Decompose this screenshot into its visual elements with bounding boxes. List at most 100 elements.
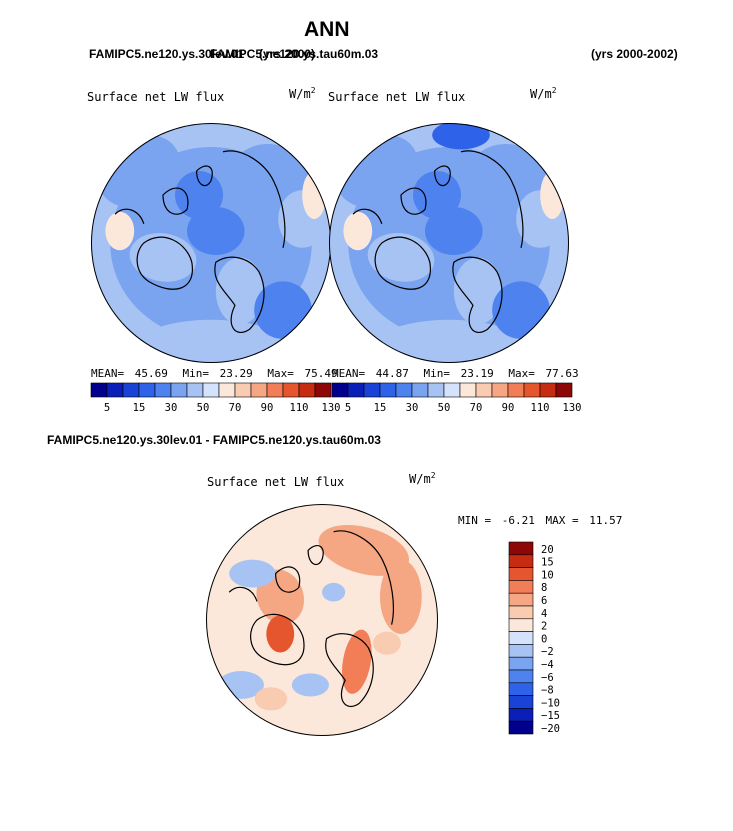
colorbar-swatch bbox=[138, 382, 156, 398]
colorbar-tick-label: 8 bbox=[541, 582, 547, 594]
colorbar-swatch bbox=[508, 644, 534, 658]
colorbar-swatch bbox=[106, 382, 124, 398]
field-region bbox=[291, 673, 329, 697]
colorbar-swatch bbox=[523, 382, 541, 398]
colorbar-swatch bbox=[234, 382, 252, 398]
field-region bbox=[425, 207, 483, 255]
field-region bbox=[373, 631, 401, 655]
coastline bbox=[274, 566, 301, 593]
field-region bbox=[254, 687, 288, 711]
colorbar-swatch bbox=[298, 382, 316, 398]
colorbar-swatch bbox=[314, 382, 332, 398]
panel2-title: Surface net LW flux bbox=[328, 90, 466, 104]
colorbar-tick-label: −2 bbox=[541, 646, 554, 658]
colorbar-tick-label: 15 bbox=[133, 402, 146, 414]
colorbar-swatch bbox=[508, 631, 534, 645]
colorbar-tick-label: 30 bbox=[406, 402, 419, 414]
colorbar-tick-label: 6 bbox=[541, 595, 547, 607]
coastline bbox=[195, 165, 213, 187]
colorbar-swatch bbox=[508, 605, 534, 620]
colorbar-swatch bbox=[508, 682, 534, 696]
colorbar-swatch bbox=[218, 382, 236, 398]
panel2-stats: MEAN= 44.87 Min= 23.19 Max= 77.63 bbox=[332, 367, 579, 380]
colorbar-tick-label: 30 bbox=[165, 402, 178, 414]
field-region bbox=[492, 281, 550, 339]
colorbar-tick-label: 50 bbox=[197, 402, 210, 414]
field-region bbox=[367, 233, 435, 282]
coastline bbox=[136, 236, 194, 290]
colorbar-swatch bbox=[90, 382, 108, 398]
field-region bbox=[343, 211, 373, 251]
panel2-mean: 44.87 bbox=[375, 367, 409, 380]
coastline bbox=[452, 256, 503, 333]
coastline bbox=[114, 208, 145, 225]
colorbar-tick-label: 130 bbox=[322, 402, 341, 414]
field-region bbox=[105, 211, 135, 251]
field-region bbox=[432, 123, 490, 150]
colorbar-tick-label: 0 bbox=[541, 633, 547, 645]
panel1-map bbox=[91, 123, 331, 363]
field-region bbox=[139, 319, 283, 363]
panel3-title: Surface net LW flux bbox=[207, 475, 345, 489]
field-region bbox=[129, 233, 197, 282]
coastline bbox=[433, 165, 451, 187]
colorbar-tick-label: −15 bbox=[541, 710, 560, 722]
coastline bbox=[307, 544, 324, 566]
coastline bbox=[333, 530, 394, 625]
colorbar-tick-label: 90 bbox=[261, 402, 274, 414]
map-border bbox=[329, 123, 569, 363]
panel1-title: Surface net LW flux bbox=[87, 90, 225, 104]
field-region bbox=[322, 582, 346, 602]
colorbar-tick-label: 90 bbox=[502, 402, 515, 414]
field-region bbox=[380, 559, 422, 634]
colorbar-tick-label: 110 bbox=[290, 402, 309, 414]
field-region bbox=[540, 171, 565, 219]
coastline bbox=[222, 150, 286, 248]
map-border bbox=[206, 504, 438, 736]
years-label: (yrs 2000-2002) bbox=[591, 47, 678, 61]
field-region bbox=[377, 319, 521, 363]
colorbar-swatch bbox=[508, 656, 534, 671]
colorbar-swatch bbox=[491, 382, 509, 398]
panel1-min: 23.29 bbox=[219, 367, 253, 380]
colorbar-swatch bbox=[539, 382, 557, 398]
colorbar-tick-label: −8 bbox=[541, 685, 554, 697]
colorbar-swatch bbox=[282, 382, 300, 398]
panel3-stats: MIN = -6.21 MAX = 11.57 bbox=[458, 514, 623, 527]
colorbar-tick-label: 70 bbox=[470, 402, 483, 414]
diff-title: FAMIPC5.ne120.ys.30lev.01 - FAMIPC5.ne12… bbox=[47, 433, 381, 447]
colorbar-swatch bbox=[363, 382, 381, 398]
colorbar-swatch bbox=[508, 708, 534, 722]
coastline bbox=[400, 187, 427, 215]
coastline bbox=[460, 150, 524, 248]
field-region bbox=[254, 281, 312, 339]
colorbar-tick-label: 20 bbox=[541, 544, 554, 556]
colorbar-swatch bbox=[508, 695, 534, 709]
left-case-name: FAMIPC5.ne120.ys.30lev.01 bbox=[89, 47, 245, 61]
panel2-max: 77.63 bbox=[545, 367, 579, 380]
colorbar-swatch bbox=[186, 382, 204, 398]
coastline bbox=[352, 208, 383, 225]
field-region bbox=[215, 257, 264, 325]
panel2-colorbar: 5 15 30 50 70 90 110 130 bbox=[331, 382, 581, 414]
colorbar-tick-label: −10 bbox=[541, 697, 560, 709]
colorbar-swatch bbox=[154, 382, 172, 398]
colorbar-swatch bbox=[508, 567, 534, 581]
colorbar-swatch bbox=[475, 382, 493, 398]
coastline bbox=[250, 613, 305, 666]
field-region bbox=[453, 257, 502, 325]
colorbar-tick-label: 15 bbox=[374, 402, 387, 414]
colorbar-swatch bbox=[427, 382, 445, 398]
panel3-units: W/m2 bbox=[409, 471, 436, 486]
colorbar-tick-label: 15 bbox=[541, 557, 554, 569]
panel1-max: 75.49 bbox=[304, 367, 338, 380]
colorbar-tick-label: 5 bbox=[345, 402, 351, 414]
colorbar-swatch bbox=[555, 382, 573, 398]
panel2-map bbox=[329, 123, 569, 363]
colorbar-tick-label: 130 bbox=[563, 402, 582, 414]
panel3-max: 11.57 bbox=[589, 514, 623, 527]
colorbar-swatch bbox=[266, 382, 284, 398]
colorbar-swatch bbox=[122, 382, 140, 398]
colorbar-swatch bbox=[347, 382, 365, 398]
field-region bbox=[318, 524, 409, 576]
